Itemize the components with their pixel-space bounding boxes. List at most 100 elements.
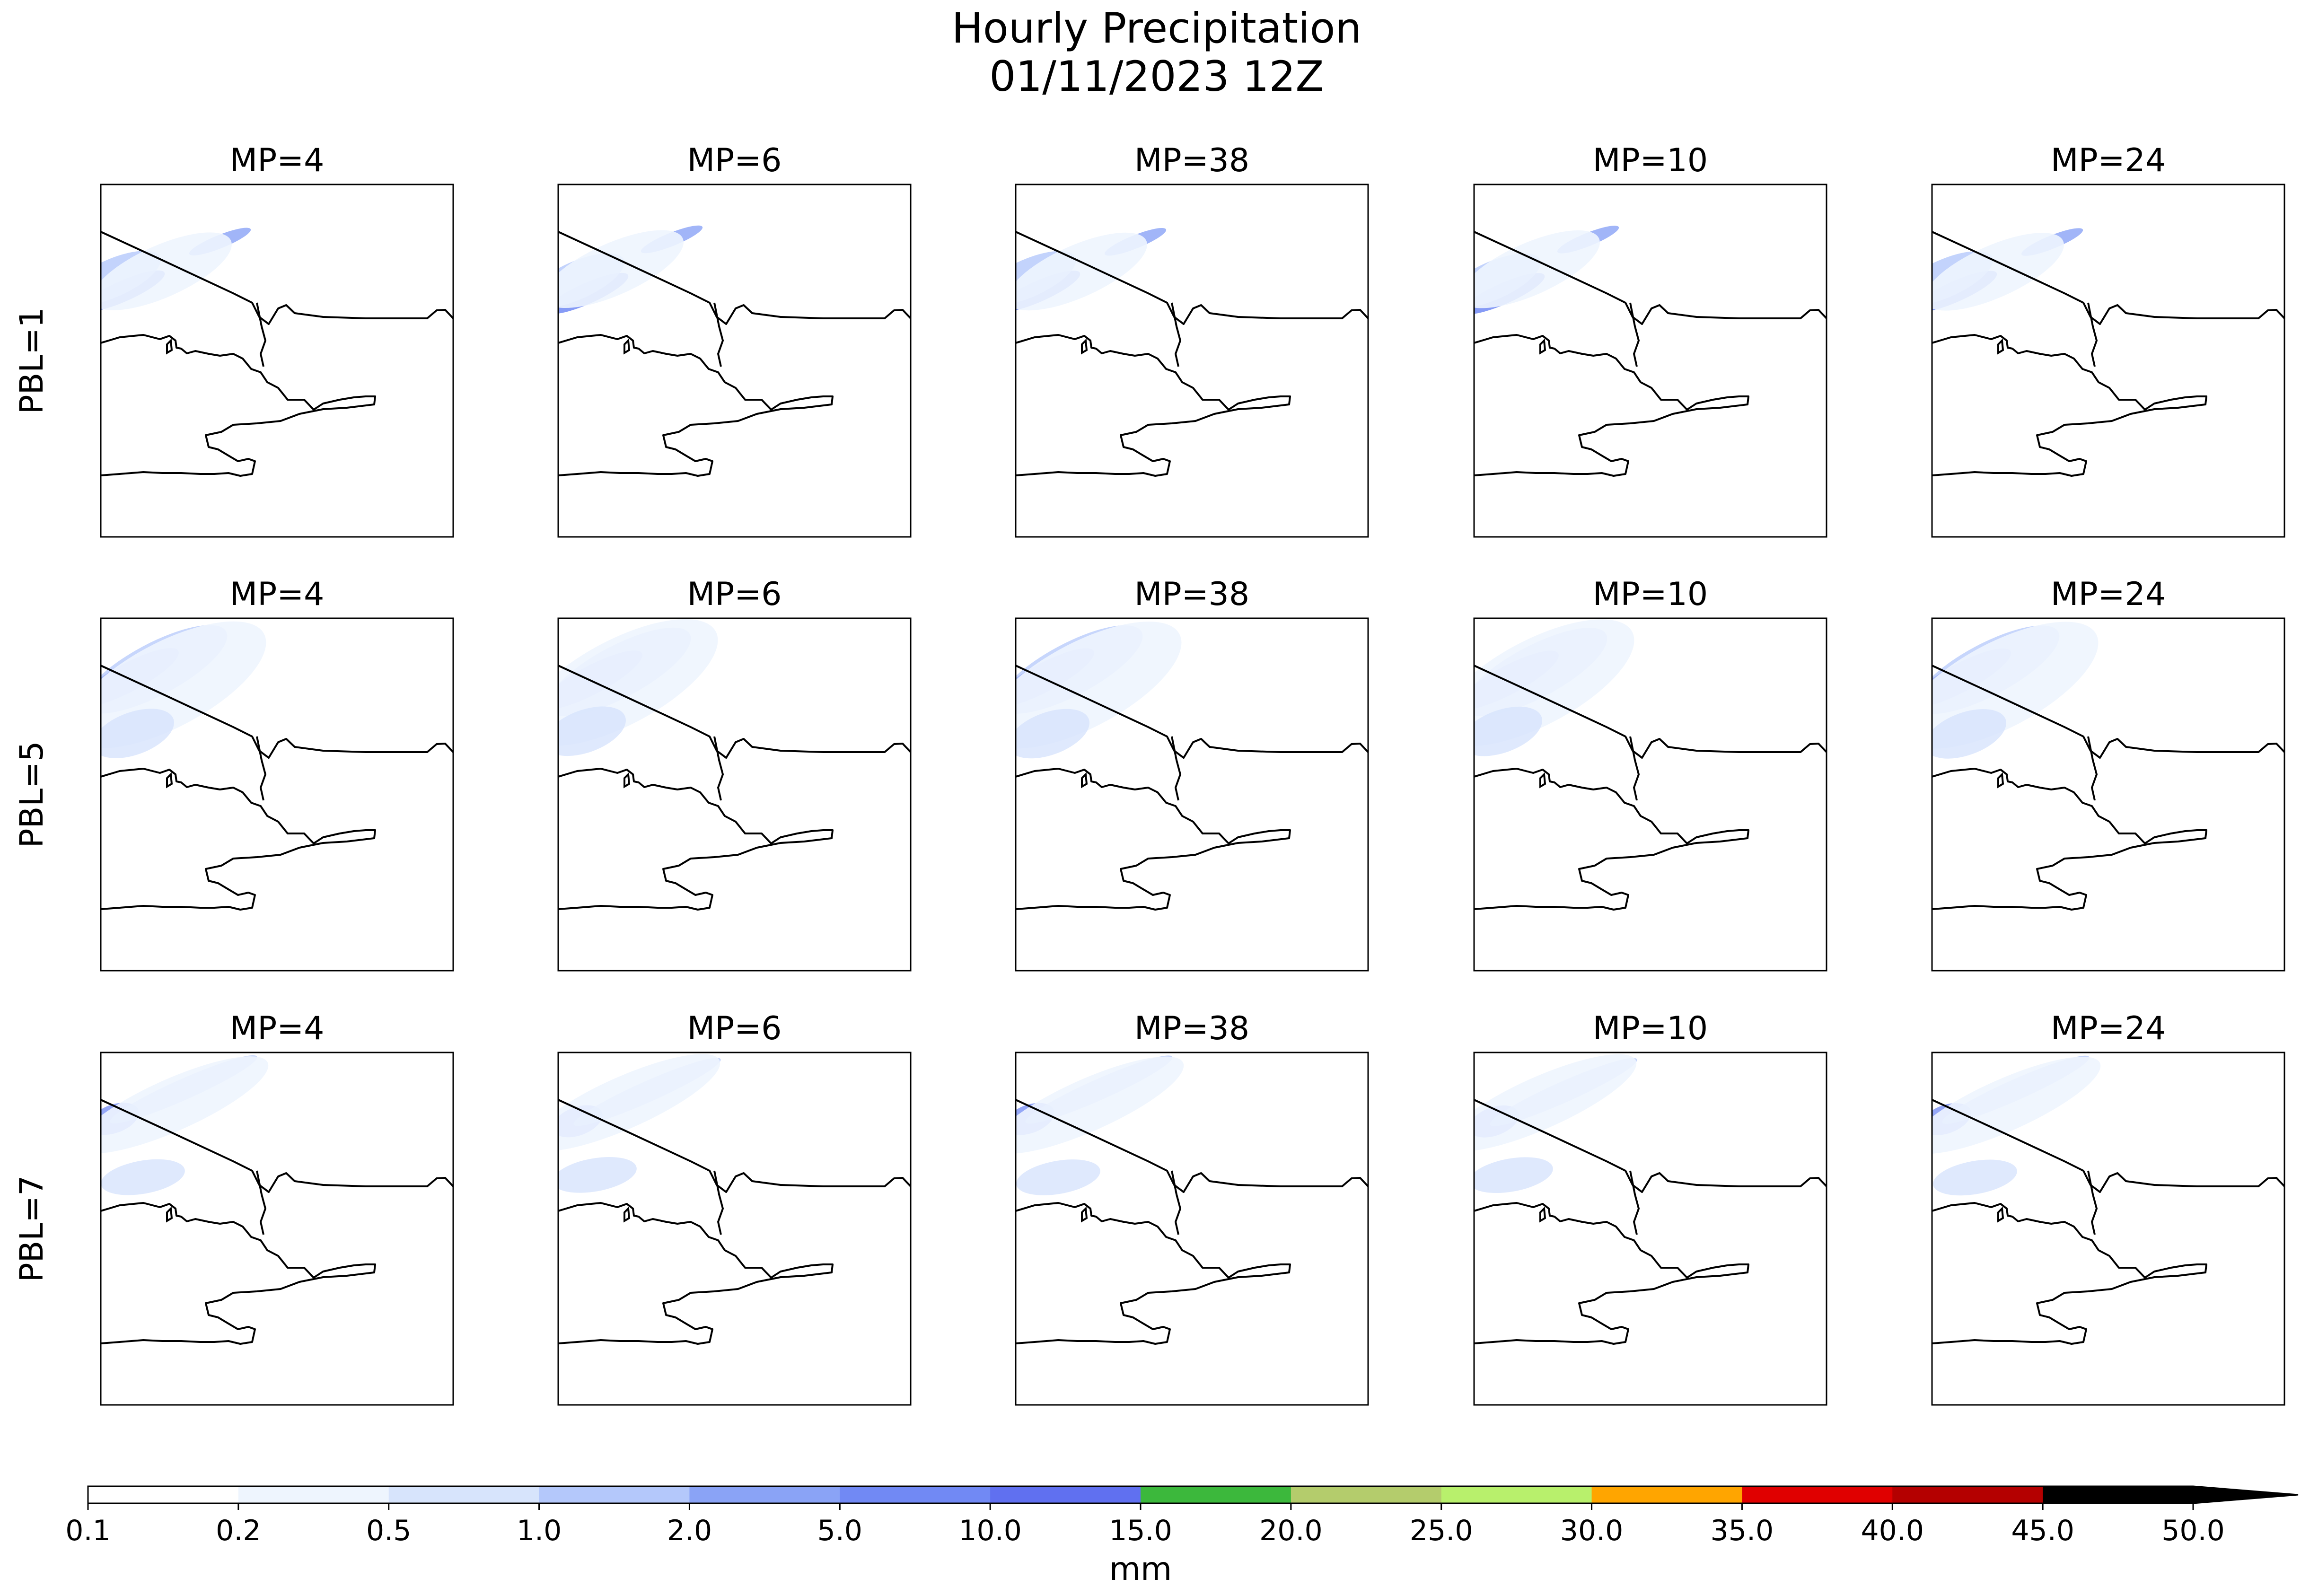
colorbar-segment <box>1591 1486 1742 1503</box>
panel-frame <box>1931 617 2285 972</box>
figure-title-line2: 01/11/2023 12Z <box>989 52 1324 101</box>
map-content <box>1016 228 1368 477</box>
colorbar-segment <box>840 1486 991 1503</box>
precipitation-area <box>1474 230 1600 308</box>
panel-frame <box>1473 1052 1827 1406</box>
colorbar-tick-label: 5.0 <box>817 1514 862 1547</box>
precipitation-area <box>101 1056 269 1154</box>
map-panel: MP=38 <box>1015 576 1369 972</box>
map-content <box>1932 622 2284 911</box>
colorbar-tick-label: 30.0 <box>1560 1514 1624 1547</box>
precipitation-area <box>1932 709 2006 759</box>
colorbar-segment <box>1441 1486 1592 1503</box>
map-content <box>1932 1055 2284 1345</box>
map-panel: MP=24 <box>1931 576 2285 972</box>
precipitation-area <box>558 706 626 756</box>
panel-frame <box>100 617 454 972</box>
colorbar-tick-label: 0.5 <box>366 1514 411 1547</box>
map-panel: MP=10 <box>1473 1010 1827 1406</box>
panel-title: MP=4 <box>230 576 325 613</box>
map-content <box>1932 228 2284 477</box>
precipitation-area <box>1474 619 1634 746</box>
map-panel: MP=38 <box>1015 1010 1369 1406</box>
precipitation-area <box>1474 1054 1637 1152</box>
panel-frame <box>1931 1052 2285 1406</box>
map-content <box>1474 226 1827 477</box>
precipitation-area <box>101 621 266 748</box>
precipitation-area <box>558 230 684 308</box>
colorbar-segment <box>238 1486 389 1503</box>
colorbar-segment <box>990 1486 1141 1503</box>
panel-title: MP=6 <box>687 1010 782 1047</box>
panel-frame <box>1015 184 1369 538</box>
colorbar: mm 0.1 0.2 0.5 1.0 2.0 5.0 10.0 15.0 20.0 25.0 30.… <box>65 1485 2299 1588</box>
precipitation-area <box>558 619 718 746</box>
row-label: PBL=5 <box>13 741 51 848</box>
precipitation-area <box>1016 1159 1100 1195</box>
map-panel: MP=6 <box>557 576 912 972</box>
colorbar-segment <box>1892 1486 2043 1503</box>
panel-title: MP=38 <box>1134 576 1249 613</box>
colorbar-tick-label: 1.0 <box>517 1514 562 1547</box>
colorbar-tick-label: 0.1 <box>65 1514 110 1547</box>
panel-frame <box>557 184 912 538</box>
precipitation-area <box>558 1157 637 1193</box>
panel-frame <box>100 184 454 538</box>
map-content <box>1016 622 1368 911</box>
colorbar-tick-label: 15.0 <box>1109 1514 1172 1547</box>
map-content <box>1474 619 1827 911</box>
map-content <box>101 1055 453 1345</box>
panel-frame <box>1473 617 1827 972</box>
precipitation-area <box>1474 706 1542 756</box>
panel-frame <box>1931 184 2285 538</box>
colorbar-segment <box>539 1486 690 1503</box>
colorbar-segment <box>1141 1486 1291 1503</box>
precipitation-area <box>101 709 174 758</box>
panel-title: MP=24 <box>2051 1010 2166 1047</box>
map-content <box>101 621 453 911</box>
coastline <box>558 1099 911 1345</box>
panel-frame <box>1473 184 1827 538</box>
map-panel: MP=6 <box>557 1010 912 1406</box>
precipitation-area <box>1016 232 1147 311</box>
precipitation-area <box>1932 1056 2101 1154</box>
map-content <box>558 619 911 911</box>
panel-title: MP=4 <box>230 142 325 179</box>
map-panel: MP=38 <box>1015 142 1369 538</box>
colorbar-tick-label: 10.0 <box>958 1514 1022 1547</box>
colorbar-tick-label: 50.0 <box>2161 1514 2225 1547</box>
colorbar-tick-label: 0.2 <box>216 1514 261 1547</box>
panel-frame <box>100 1052 454 1406</box>
precipitation-area <box>101 1159 185 1195</box>
precipitation-area <box>1932 233 2064 311</box>
map-content <box>101 228 453 477</box>
row-label: PBL=7 <box>13 1175 51 1282</box>
map-panel: MP=4 <box>100 142 454 538</box>
precipitation-area <box>1016 709 1089 759</box>
map-panel: MP=4 <box>100 1010 454 1406</box>
precipitation-area <box>1016 622 1182 749</box>
panel-title: MP=10 <box>1593 1010 1708 1047</box>
colorbar-label: mm <box>1109 1551 1172 1588</box>
precipitation-area <box>1933 1159 2017 1196</box>
precipitation-area <box>1016 1056 1184 1154</box>
precipitation-area <box>558 1054 720 1151</box>
precipitation-area <box>101 232 232 310</box>
colorbar-outline <box>87 1485 2299 1504</box>
panel-title: MP=10 <box>1593 142 1708 179</box>
colorbar-tick-label: 45.0 <box>2011 1514 2074 1547</box>
panel-title: MP=38 <box>1134 1010 1249 1047</box>
figure-title-line1: Hourly Precipitation <box>952 4 1362 53</box>
map-panel: MP=24 <box>1931 142 2285 538</box>
panel-title: MP=4 <box>230 1010 325 1047</box>
colorbar-tick-label: 20.0 <box>1259 1514 1323 1547</box>
panel-title: MP=38 <box>1134 142 1249 179</box>
map-panel: MP=10 <box>1473 142 1827 538</box>
panel-frame <box>1015 1052 1369 1406</box>
colorbar-segment <box>1742 1486 1893 1503</box>
colorbar-tick-label: 25.0 <box>1410 1514 1473 1547</box>
panel-frame <box>557 1052 912 1406</box>
colorbar-tick-label: 35.0 <box>1711 1514 1774 1547</box>
panel-title: MP=24 <box>2051 576 2166 613</box>
